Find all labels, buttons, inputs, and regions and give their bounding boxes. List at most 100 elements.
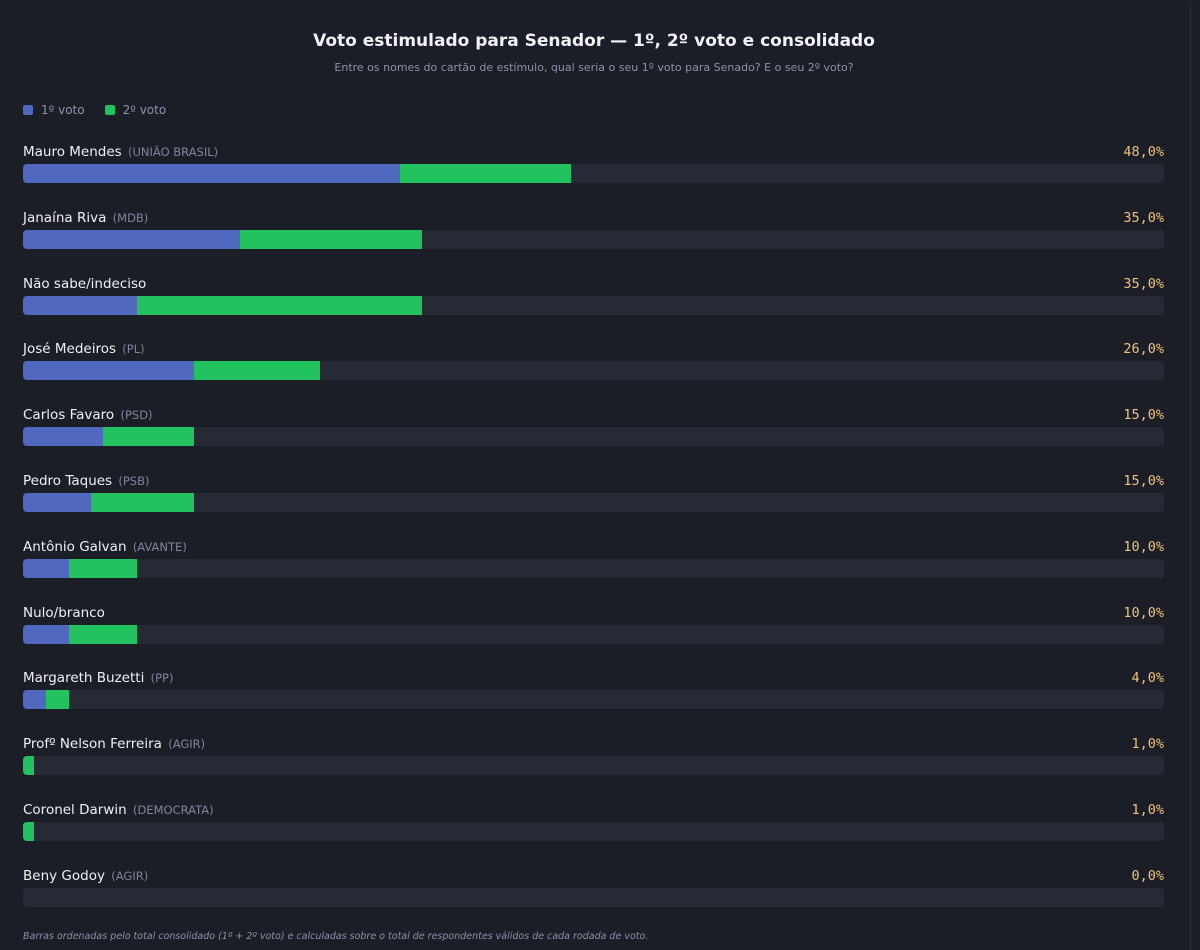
bar-segment-first-vote: [23, 559, 69, 578]
candidate-party: (MDB): [112, 211, 149, 225]
chart-title: Voto estimulado para Senador — 1º, 2º vo…: [313, 31, 875, 51]
row-label: Carlos Favaro (PSD): [23, 407, 153, 423]
bar-segment-first-vote: [23, 230, 240, 249]
chart-subtitle: Entre os nomes do cartão de estímulo, qu…: [334, 61, 854, 74]
row-label: Não sabe/indeciso: [23, 276, 146, 292]
total-value-label: 1,0%: [1131, 802, 1164, 818]
candidate-name: Beny Godoy: [23, 868, 105, 884]
total-value-label: 35,0%: [1123, 276, 1164, 292]
candidate-name: Pedro Taques: [23, 473, 113, 489]
bar-segment-first-vote: [23, 493, 92, 512]
bar-segment-first-vote: [23, 361, 195, 380]
bar-row: Carlos Favaro (PSD) 15,0%: [23, 407, 1165, 467]
bar-row: Nulo/branco 10,0%: [23, 605, 1165, 665]
candidate-party: (PSD): [120, 408, 153, 422]
total-value-label: 26,0%: [1123, 341, 1164, 357]
candidate-name: Antônio Galvan: [23, 539, 127, 555]
bar-row: Coronel Darwin (DEMOCRATA) 1,0%: [23, 802, 1165, 862]
legend-swatch-first-vote: [23, 105, 33, 115]
bar-row: Beny Godoy (AGIR) 0,0%: [23, 868, 1165, 928]
row-label: Beny Godoy (AGIR): [23, 868, 148, 884]
bar-segment-first-vote: [23, 625, 69, 644]
bar-row: Não sabe/indeciso 35,0%: [23, 276, 1165, 336]
candidate-name: Coronel Darwin: [23, 802, 127, 818]
row-label: Profº Nelson Ferreira (AGIR): [23, 736, 205, 752]
bar-segment-second-vote: [68, 625, 138, 644]
bar-track: [23, 625, 1164, 644]
total-value-label: 0,0%: [1131, 868, 1164, 884]
legend-label-first-vote: 1º voto: [41, 103, 85, 117]
total-value-label: 1,0%: [1131, 736, 1164, 752]
candidate-party: (PL): [122, 342, 145, 356]
candidate-name: Janaína Riva: [23, 210, 107, 226]
bar-track: [23, 756, 1164, 775]
bar-segment-second-vote: [68, 559, 138, 578]
row-label: Pedro Taques (PSB): [23, 473, 150, 489]
candidate-party: (AGIR): [168, 737, 206, 751]
bar-segment-second-vote: [23, 822, 35, 841]
candidate-party: (UNIÃO BRASIL): [128, 145, 219, 159]
bar-segment-second-vote: [91, 493, 195, 512]
total-value-label: 15,0%: [1123, 407, 1164, 423]
legend-item-second-vote: 2º voto: [104, 103, 167, 117]
bar-track: [23, 690, 1164, 709]
chart-footnote: Barras ordenadas pelo total consolidado …: [23, 931, 649, 942]
legend-item-first-vote: 1º voto: [23, 103, 85, 117]
bar-segment-first-vote: [23, 164, 400, 183]
candidate-party: (AVANTE): [132, 540, 187, 554]
total-value-label: 4,0%: [1131, 670, 1164, 686]
bar-segment-first-vote: [23, 690, 46, 709]
bar-row: Margareth Buzetti (PP) 4,0%: [23, 670, 1165, 730]
bar-row: Profº Nelson Ferreira (AGIR) 1,0%: [23, 736, 1165, 796]
bar-row: José Medeiros (PL) 26,0%: [23, 341, 1165, 401]
bar-row: Mauro Mendes (UNIÃO BRASIL) 48,0%: [23, 144, 1165, 204]
row-label: Antônio Galvan (AVANTE): [23, 539, 187, 555]
bar-segment-second-vote: [239, 230, 423, 249]
bar-track: [23, 230, 1164, 249]
candidate-name: Mauro Mendes: [23, 144, 122, 160]
bar-track: [23, 164, 1164, 183]
legend-swatch-second-vote: [104, 105, 115, 115]
bar-track: [23, 493, 1164, 512]
bar-track: [23, 296, 1164, 315]
bar-track: [23, 888, 1164, 907]
total-value-label: 15,0%: [1123, 473, 1164, 489]
row-label: Janaína Riva (MDB): [23, 210, 148, 226]
candidate-party: (PP): [150, 671, 174, 685]
total-value-label: 48,0%: [1123, 144, 1164, 160]
bar-segment-first-vote: [23, 427, 103, 446]
candidate-party: (AGIR): [111, 869, 149, 883]
candidate-name: Nulo/branco: [23, 605, 105, 621]
bar-segment-second-vote: [23, 756, 35, 775]
candidate-name: Profº Nelson Ferreira: [23, 736, 162, 752]
bar-track: [23, 559, 1164, 578]
legend-label-second-vote: 2º voto: [122, 103, 167, 117]
bar-segment-second-vote: [137, 296, 423, 315]
row-label: Coronel Darwin (DEMOCRATA): [23, 802, 214, 818]
candidate-party: (PSB): [118, 474, 150, 488]
candidate-party: (DEMOCRATA): [132, 803, 214, 817]
bar-segment-second-vote: [102, 427, 195, 446]
bar-track: [23, 822, 1164, 841]
bar-segment-second-vote: [194, 361, 320, 380]
row-label: Nulo/branco: [23, 605, 105, 621]
candidate-name: Margareth Buzetti: [23, 670, 145, 686]
candidate-name: José Medeiros: [23, 341, 116, 357]
bar-segment-second-vote: [45, 690, 69, 709]
bar-row: Janaína Riva (MDB) 35,0%: [23, 210, 1165, 270]
bar-track: [23, 427, 1164, 446]
bar-segment-second-vote: [399, 164, 571, 183]
total-value-label: 10,0%: [1123, 605, 1164, 621]
total-value-label: 10,0%: [1123, 539, 1164, 555]
bar-segment-first-vote: [23, 296, 138, 315]
bar-row: Antônio Galvan (AVANTE) 10,0%: [23, 539, 1165, 599]
row-label: Mauro Mendes (UNIÃO BRASIL): [23, 144, 218, 160]
row-label: José Medeiros (PL): [23, 341, 145, 357]
total-value-label: 35,0%: [1123, 210, 1164, 226]
candidate-name: Não sabe/indeciso: [23, 276, 147, 292]
bar-track: [23, 361, 1164, 380]
row-label: Margareth Buzetti (PP): [23, 670, 173, 686]
candidate-name: Carlos Favaro: [23, 407, 115, 423]
chart-legend: 1º voto 2º voto: [23, 103, 186, 117]
